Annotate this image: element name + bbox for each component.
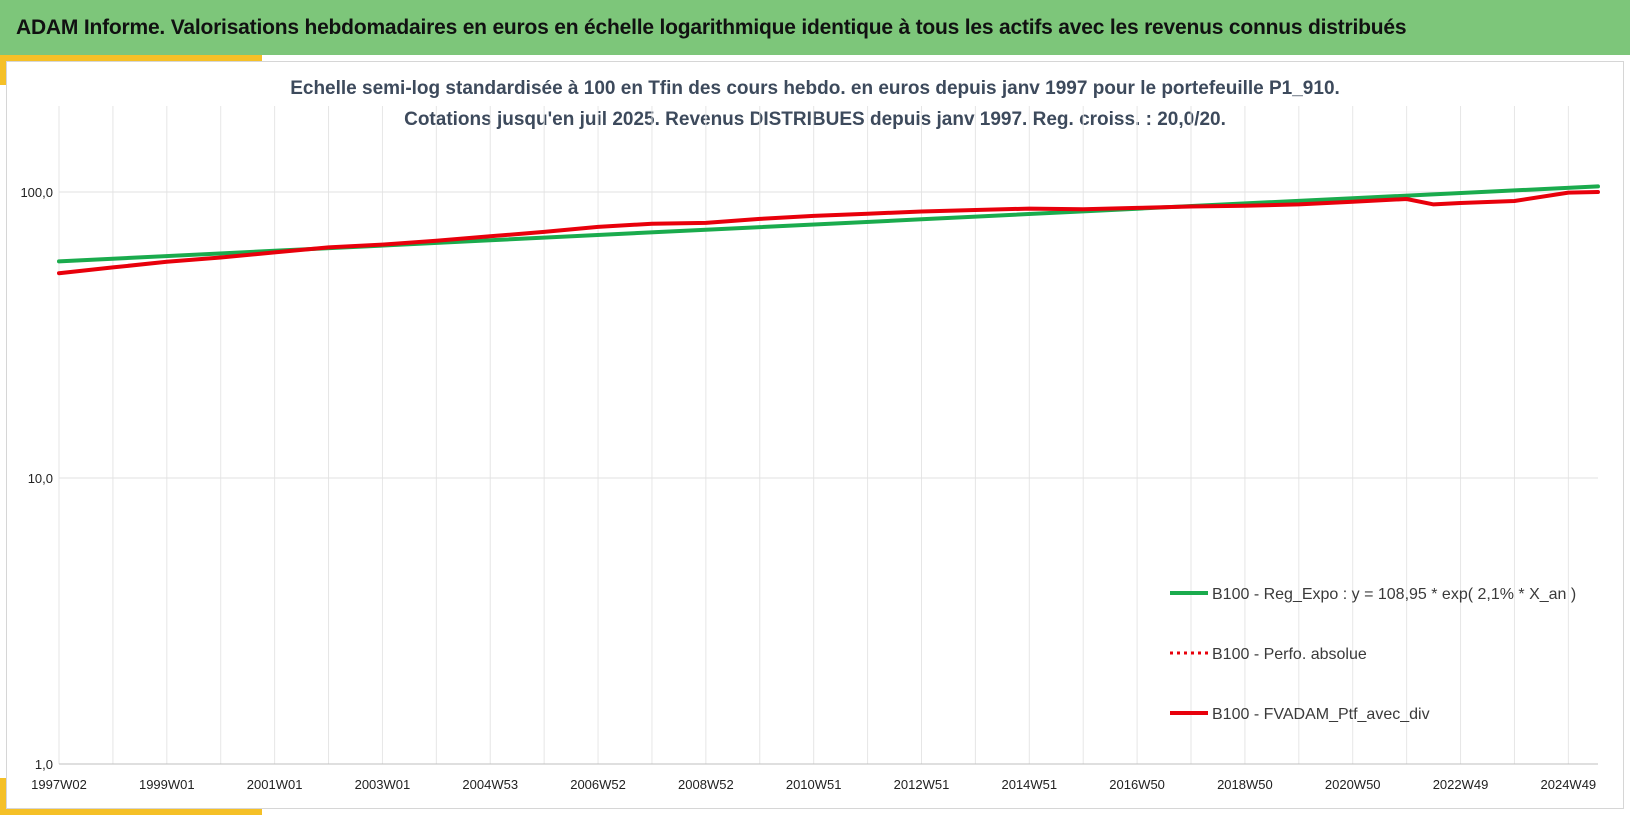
x-tick-label: 2024W49 <box>1541 777 1597 792</box>
x-tick-label: 2018W50 <box>1217 777 1273 792</box>
series-line-3 <box>57 190 1600 276</box>
x-tick-label: 2003W01 <box>355 777 411 792</box>
accent-bar-top <box>0 55 262 61</box>
x-tick-label: 2020W50 <box>1325 777 1381 792</box>
chart-subtitle-line2: Cotations jusqu'en juil 2025. Revenus DI… <box>404 109 1226 130</box>
y-tick-label: 1,0 <box>35 757 53 772</box>
x-tick-label: 2001W01 <box>247 777 303 792</box>
page-title: ADAM Informe. Valorisations hebdomadaire… <box>16 15 1407 39</box>
y-tick-label: 100,0 <box>20 185 53 200</box>
x-tick-label: 1997W02 <box>31 777 87 792</box>
accent-bar-bottom <box>0 809 262 815</box>
x-tick-label: 2010W51 <box>786 777 842 792</box>
x-tick-label: 2004W53 <box>462 777 518 792</box>
y-tick-label: 10,0 <box>28 471 53 486</box>
legend-label-1: B100 - Reg_Expo : y = 108,95 * exp( 2,1%… <box>1212 586 1576 603</box>
chart-frame <box>6 61 1624 809</box>
chart-subtitle-line1: Echelle semi-log standardisée à 100 en T… <box>290 78 1340 99</box>
x-tick-label: 1999W01 <box>139 777 195 792</box>
accent-bar-left-bottom <box>0 778 6 815</box>
x-tick-label: 2022W49 <box>1433 777 1489 792</box>
legend-label-3: B100 - FVADAM_Ptf_avec_div <box>1212 706 1430 723</box>
x-tick-label: 2012W51 <box>894 777 950 792</box>
x-tick-label: 2016W50 <box>1109 777 1165 792</box>
x-tick-label: 2006W52 <box>570 777 626 792</box>
x-tick-label: 2014W51 <box>1001 777 1057 792</box>
title-bar: ADAM Informe. Valorisations hebdomadaire… <box>0 0 1630 55</box>
x-tick-label: 2008W52 <box>678 777 734 792</box>
legend-label-2: B100 - Perfo. absolue <box>1212 646 1367 663</box>
accent-bar-left-top <box>0 55 6 85</box>
